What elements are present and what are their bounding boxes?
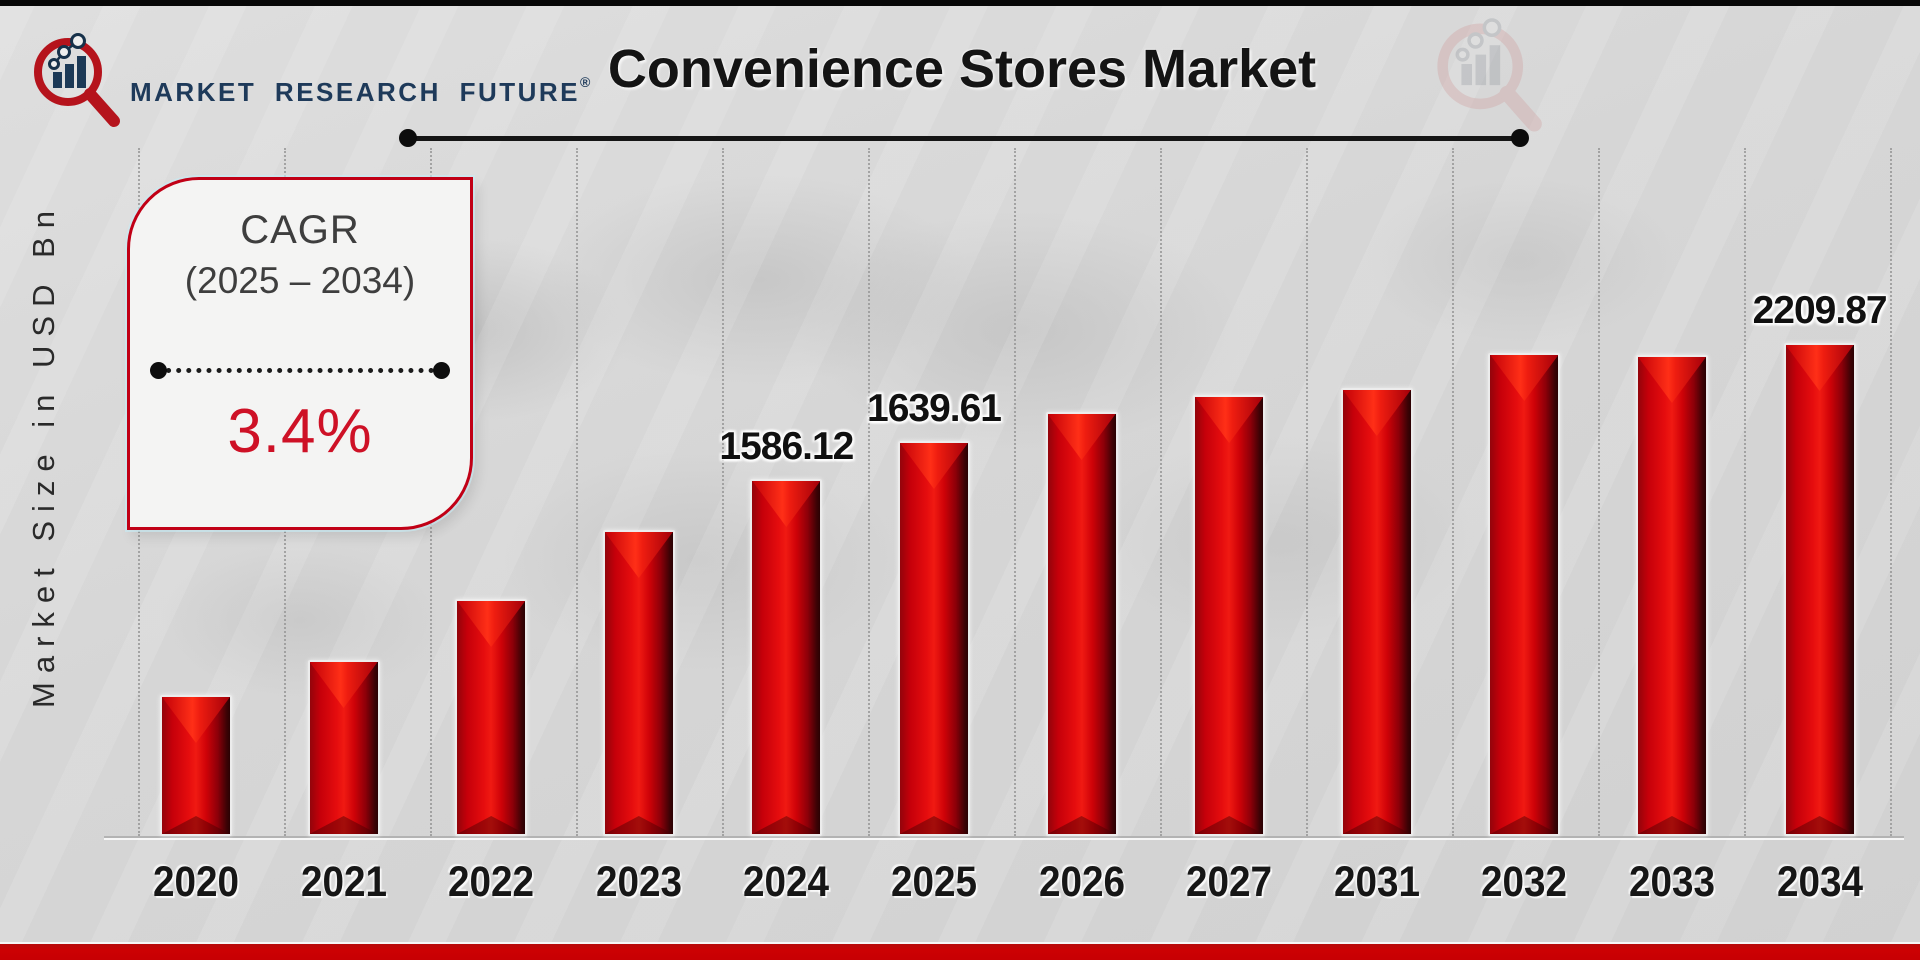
gridline-5 (868, 148, 870, 836)
bar-top-bevel (1785, 345, 1854, 391)
bar-bottom-bevel (1785, 816, 1854, 834)
bar-top-bevel (1490, 355, 1559, 401)
bar-2023 (602, 530, 675, 836)
bar-2024 (750, 479, 823, 836)
top-border-strip (0, 0, 1920, 6)
bar-top-bevel (752, 481, 821, 527)
bar-top-bevel (1195, 397, 1264, 443)
page-title: Convenience Stores Market (607, 39, 1317, 99)
brand-name: MARKET RESEARCH FUTURE® (130, 74, 590, 108)
gridline-6 (1014, 148, 1016, 836)
bar-top-bevel (162, 697, 230, 743)
bar-bottom-bevel (1638, 816, 1706, 834)
gridline-9 (1452, 148, 1454, 836)
x-tick-2025: 2025 (890, 858, 978, 906)
gridline-11 (1744, 148, 1746, 836)
bar-value-label-2025: 1639.61 (867, 387, 1002, 430)
registered-mark: ® (580, 74, 591, 90)
bar-bottom-bevel (1490, 816, 1559, 834)
x-tick-2033: 2033 (1628, 858, 1716, 906)
title-underline (399, 129, 1529, 147)
x-tick-2031: 2031 (1333, 858, 1420, 906)
x-tick-2023: 2023 (595, 858, 682, 906)
bar-2025 (898, 441, 970, 836)
bar-value-label-2034: 2209.87 (1752, 289, 1888, 332)
brand-name-text: MARKET RESEARCH FUTURE (130, 77, 580, 107)
bar-bottom-bevel (1047, 816, 1116, 834)
bar-top-bevel (1047, 414, 1116, 460)
x-tick-2032: 2032 (1481, 858, 1568, 906)
bar-2027 (1193, 395, 1266, 836)
x-tick-2020: 2020 (152, 858, 240, 906)
x-axis-line (104, 836, 1904, 838)
bar-2021 (307, 660, 380, 836)
bar-top-bevel (1342, 390, 1411, 436)
bar-top-bevel (1638, 357, 1706, 403)
cagr-heading: CAGR (240, 208, 360, 252)
bar-2032 (1488, 353, 1561, 836)
bar-top-bevel (900, 443, 968, 489)
bar-2022 (455, 599, 528, 836)
bar-bottom-bevel (1342, 816, 1411, 834)
bar-bottom-bevel (900, 816, 968, 834)
bar-top-bevel (309, 662, 378, 708)
bar-bottom-bevel (457, 816, 526, 834)
x-tick-2026: 2026 (1038, 858, 1125, 906)
bar-top-bevel (604, 532, 673, 578)
bar-top-bevel (457, 601, 526, 647)
cagr-dotted-divider (150, 362, 450, 379)
bar-2031 (1340, 388, 1413, 836)
gridline-10 (1598, 148, 1600, 836)
bar-bottom-bevel (604, 816, 673, 834)
bar-2033 (1636, 355, 1708, 836)
bar-bottom-bevel (752, 816, 821, 834)
x-tick-2034: 2034 (1776, 858, 1863, 906)
cagr-value: 3.4% (227, 397, 373, 466)
brand-logo: MARKET RESEARCH FUTURE® (26, 28, 590, 138)
bar-bottom-bevel (1195, 816, 1264, 834)
bar-bottom-bevel (162, 816, 230, 834)
bar-2034 (1783, 343, 1856, 836)
magnifier-bar-chart-icon (34, 33, 120, 127)
gridline-3 (576, 148, 578, 836)
bottom-border-strip (0, 942, 1920, 960)
gridline-7 (1160, 148, 1162, 836)
x-tick-2027: 2027 (1186, 858, 1273, 906)
cagr-range: (2025 – 2034) (184, 260, 416, 301)
gridline-12 (1890, 148, 1892, 836)
x-tick-2022: 2022 (448, 858, 535, 906)
gridline-8 (1306, 148, 1308, 836)
gridline-4 (722, 148, 724, 836)
bar-2020 (160, 695, 232, 836)
x-tick-2021: 2021 (300, 858, 387, 906)
x-tick-2024: 2024 (743, 858, 830, 906)
bar-value-label-2024: 1586.12 (719, 425, 854, 468)
bar-bottom-bevel (309, 816, 378, 834)
cagr-callout-box: CAGR (2025 – 2034) 3.4% (127, 177, 473, 530)
bar-2026 (1045, 412, 1118, 836)
